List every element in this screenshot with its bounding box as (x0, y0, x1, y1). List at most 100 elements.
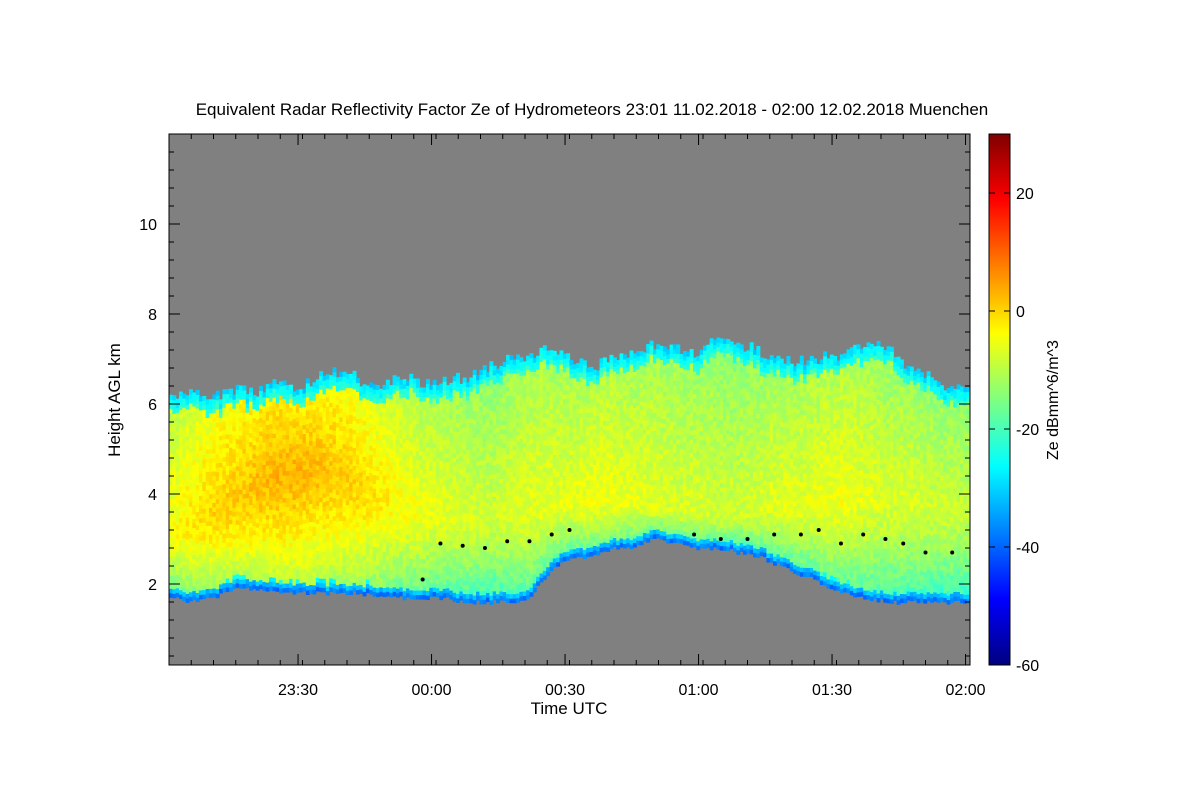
reflectivity-cell (439, 482, 444, 488)
reflectivity-cell (502, 564, 507, 570)
reflectivity-cell (502, 402, 507, 408)
reflectivity-cell (476, 537, 480, 543)
reflectivity-cell (175, 439, 180, 445)
reflectivity-cell (372, 384, 377, 390)
reflectivity-cell (229, 402, 234, 408)
reflectivity-cell (329, 424, 334, 430)
reflectivity-cell (279, 489, 284, 495)
reflectivity-cell (295, 511, 300, 517)
reflectivity-cell (392, 568, 397, 574)
reflectivity-cell (275, 451, 280, 457)
reflectivity-cell (215, 561, 220, 567)
reflectivity-cell (442, 507, 447, 513)
reflectivity-cell (362, 460, 367, 466)
reflectivity-cell (282, 425, 287, 431)
reflectivity-cell (499, 559, 504, 565)
reflectivity-cell (185, 534, 190, 540)
reflectivity-cell (482, 405, 487, 411)
reflectivity-cell (449, 459, 454, 465)
reflectivity-cell (509, 386, 514, 392)
reflectivity-cell (509, 544, 514, 550)
reflectivity-cell (285, 484, 290, 490)
reflectivity-cell (456, 597, 460, 603)
reflectivity-cell (212, 412, 217, 418)
reflectivity-cell (245, 551, 250, 557)
reflectivity-cell (459, 469, 464, 475)
reflectivity-cell (172, 435, 177, 441)
reflectivity-cell (449, 382, 454, 389)
reflectivity-cell (345, 518, 350, 524)
reflectivity-cell (212, 583, 217, 589)
reflectivity-cell (169, 412, 173, 418)
reflectivity-cell (479, 536, 484, 542)
reflectivity-cell (492, 473, 497, 479)
reflectivity-cell (492, 586, 497, 592)
reflectivity-cell (182, 542, 187, 548)
reflectivity-cell (469, 449, 474, 455)
reflectivity-cell (192, 450, 197, 457)
reflectivity-cell (252, 584, 257, 590)
reflectivity-cell (175, 470, 180, 476)
reflectivity-cell (352, 564, 357, 570)
reflectivity-cell (209, 412, 213, 418)
reflectivity-cell (339, 479, 344, 485)
reflectivity-cell (496, 521, 501, 527)
reflectivity-cell (345, 392, 350, 398)
reflectivity-cell (512, 598, 517, 604)
reflectivity-cell (169, 529, 173, 535)
reflectivity-cell (209, 529, 213, 535)
reflectivity-cell (315, 559, 320, 565)
reflectivity-cell (469, 454, 474, 460)
reflectivity-cell (225, 469, 230, 476)
reflectivity-cell (506, 377, 511, 383)
reflectivity-cell (395, 565, 400, 571)
reflectivity-cell (212, 403, 217, 409)
reflectivity-cell (279, 507, 284, 513)
reflectivity-cell (322, 402, 327, 408)
reflectivity-cell (229, 465, 234, 471)
reflectivity-cell (192, 405, 197, 412)
reflectivity-cell (265, 424, 270, 430)
reflectivity-cell (269, 464, 274, 470)
reflectivity-cell (189, 542, 193, 548)
reflectivity-cell (222, 447, 227, 453)
reflectivity-cell (425, 549, 430, 556)
reflectivity-cell (269, 441, 274, 447)
reflectivity-cell (375, 538, 380, 544)
reflectivity-cell (215, 440, 220, 446)
reflectivity-cell (239, 574, 244, 580)
reflectivity-cell (339, 448, 344, 454)
reflectivity-cell (359, 386, 364, 392)
reflectivity-cell (436, 448, 440, 454)
reflectivity-cell (489, 559, 494, 565)
reflectivity-cell (369, 404, 374, 411)
reflectivity-cell (189, 555, 193, 561)
reflectivity-cell (415, 382, 420, 389)
reflectivity-cell (375, 475, 380, 481)
reflectivity-cell (399, 591, 404, 597)
reflectivity-cell (399, 523, 404, 529)
reflectivity-cell (189, 479, 193, 485)
reflectivity-cell (259, 412, 264, 419)
reflectivity-cell (412, 468, 417, 474)
reflectivity-cell (329, 496, 334, 502)
reflectivity-cell (446, 511, 450, 517)
reflectivity-cell (259, 498, 264, 504)
reflectivity-cell (446, 542, 450, 548)
reflectivity-cell (199, 436, 203, 442)
reflectivity-cell (302, 442, 307, 448)
reflectivity-cell (282, 389, 287, 395)
reflectivity-cell (239, 480, 244, 486)
reflectivity-cell (409, 585, 414, 591)
reflectivity-cell (369, 413, 374, 420)
reflectivity-cell (506, 597, 511, 603)
reflectivity-cell (255, 567, 260, 573)
reflectivity-cell (452, 376, 457, 382)
reflectivity-cell (222, 519, 227, 525)
reflectivity-cell (482, 473, 487, 479)
reflectivity-cell (365, 493, 370, 499)
reflectivity-cell (432, 447, 437, 453)
reflectivity-cell (205, 525, 210, 531)
reflectivity-cell (195, 403, 200, 409)
reflectivity-cell (436, 502, 440, 508)
